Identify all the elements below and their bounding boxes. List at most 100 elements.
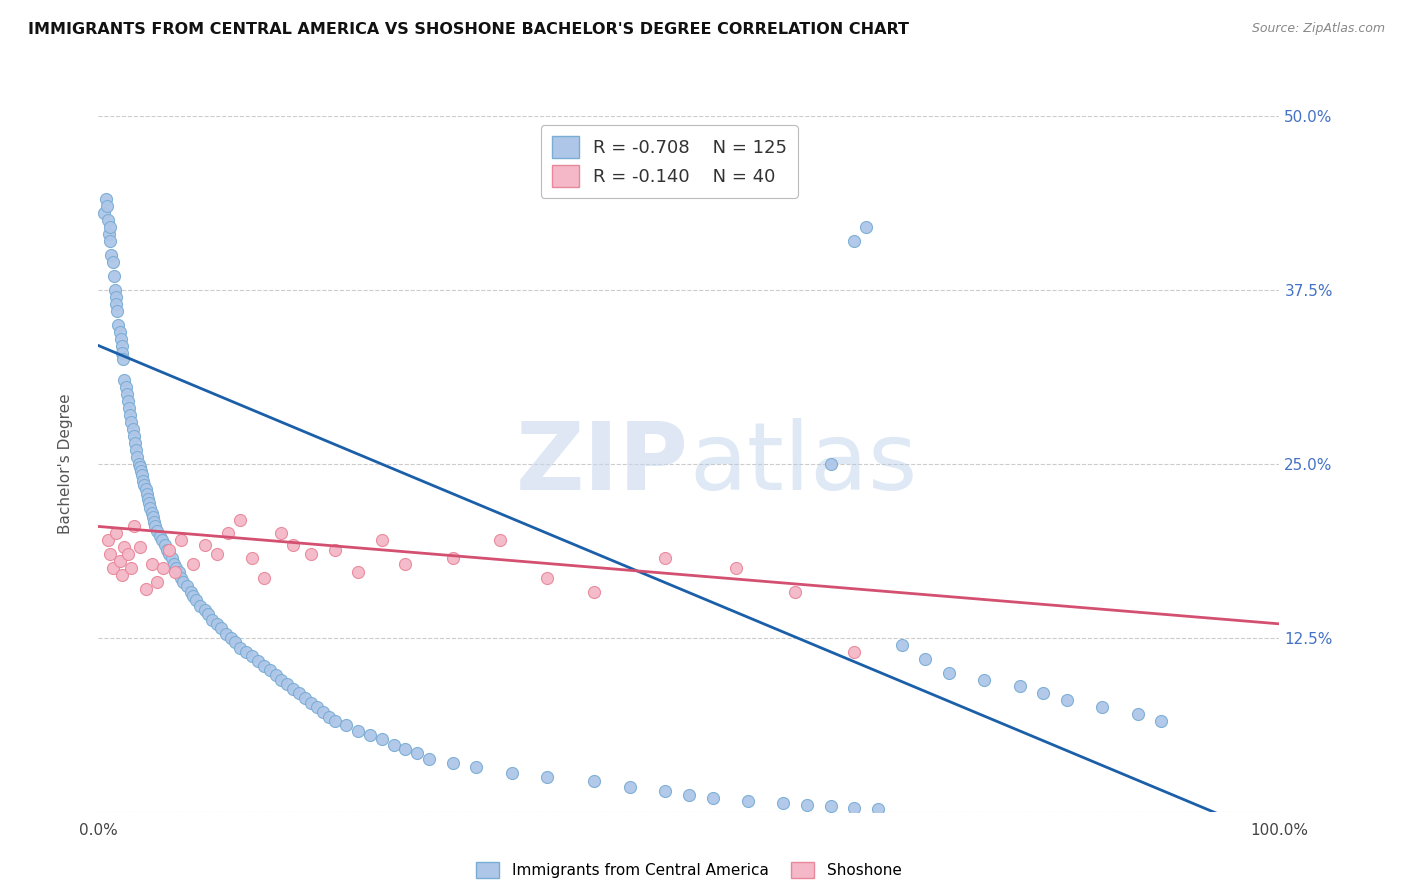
Point: [678, 788, 700, 802]
Point: [112, 352, 135, 367]
Point: [120, 408, 142, 422]
Point: [323, 714, 346, 729]
Text: IMMIGRANTS FROM CENTRAL AMERICA VS SHOSHONE BACHELOR'S DEGREE CORRELATION CHART: IMMIGRANTS FROM CENTRAL AMERICA VS SHOSH…: [28, 22, 910, 37]
Point: [347, 566, 370, 580]
Point: [259, 663, 281, 677]
Point: [418, 752, 440, 766]
Point: [118, 401, 141, 416]
Point: [394, 557, 416, 571]
Point: [785, 585, 807, 599]
Point: [702, 790, 724, 805]
Point: [111, 568, 134, 582]
Point: [167, 566, 190, 580]
Point: [197, 607, 219, 621]
Point: [105, 290, 128, 304]
Point: [98, 227, 121, 242]
Point: [103, 268, 125, 283]
Point: [124, 436, 146, 450]
Point: [1091, 700, 1114, 714]
Point: [111, 345, 134, 359]
Point: [134, 477, 156, 491]
Point: [180, 585, 202, 599]
Point: [844, 234, 866, 248]
Point: [619, 780, 641, 794]
Point: [914, 651, 936, 665]
Point: [97, 213, 120, 227]
Point: [253, 571, 276, 585]
Point: [1032, 686, 1054, 700]
Point: [973, 673, 995, 687]
Point: [288, 686, 311, 700]
Point: [217, 526, 239, 541]
Point: [270, 673, 292, 687]
Point: [108, 554, 131, 568]
Point: [188, 599, 211, 613]
Point: [1150, 714, 1173, 729]
Point: [108, 325, 131, 339]
Point: [153, 537, 176, 551]
Point: [406, 746, 429, 760]
Point: [94, 193, 117, 207]
Point: [112, 541, 135, 555]
Point: [128, 541, 150, 555]
Point: [224, 635, 246, 649]
Point: [141, 506, 163, 520]
Point: [142, 516, 165, 530]
Point: [205, 616, 228, 631]
Point: [1126, 707, 1149, 722]
Point: [441, 551, 464, 566]
Point: [138, 496, 160, 510]
Point: [820, 799, 842, 814]
Point: [105, 303, 128, 318]
Legend: Immigrants from Central America, Shoshone: Immigrants from Central America, Shoshon…: [471, 856, 907, 884]
Point: [654, 784, 676, 798]
Point: [112, 373, 135, 387]
Point: [536, 571, 558, 585]
Point: [294, 690, 316, 705]
Point: [855, 220, 877, 235]
Point: [129, 464, 152, 478]
Text: atlas: atlas: [689, 417, 917, 510]
Point: [122, 429, 145, 443]
Point: [105, 297, 128, 311]
Point: [135, 482, 157, 496]
Point: [104, 283, 127, 297]
Point: [176, 579, 198, 593]
Point: [165, 561, 187, 575]
Point: [96, 199, 118, 213]
Point: [246, 655, 269, 669]
Point: [583, 774, 606, 789]
Point: [253, 658, 276, 673]
Point: [501, 765, 523, 780]
Point: [146, 524, 169, 538]
Point: [186, 593, 208, 607]
Point: [394, 742, 416, 756]
Point: [725, 561, 748, 575]
Point: [107, 318, 129, 332]
Point: [114, 380, 136, 394]
Point: [143, 519, 166, 533]
Point: [165, 566, 187, 580]
Point: [201, 613, 224, 627]
Point: [156, 543, 179, 558]
Point: [844, 800, 866, 814]
Point: [150, 533, 173, 548]
Point: [135, 487, 157, 501]
Point: [181, 557, 204, 571]
Y-axis label: Bachelor's Degree: Bachelor's Degree: [59, 393, 73, 534]
Point: [181, 589, 204, 603]
Point: [209, 621, 232, 635]
Point: [121, 415, 143, 429]
Point: [371, 533, 394, 548]
Point: [441, 756, 464, 770]
Point: [890, 638, 912, 652]
Point: [312, 705, 335, 719]
Point: [318, 710, 340, 724]
Point: [132, 474, 155, 488]
Point: [121, 561, 143, 575]
Point: [264, 668, 287, 682]
Point: [141, 557, 163, 571]
Point: [283, 537, 305, 551]
Point: [299, 696, 322, 710]
Point: [536, 770, 558, 784]
